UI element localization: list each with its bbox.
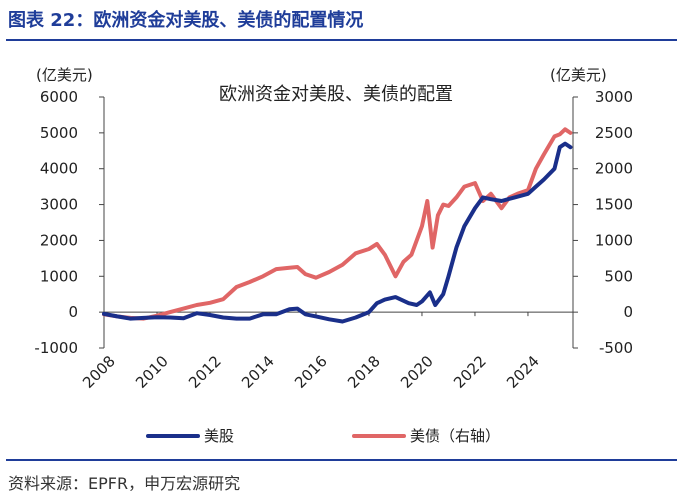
x-tick-label: 2024 [503, 352, 543, 392]
x-tick-label: 2018 [344, 352, 384, 392]
right-tick-label: 0 [623, 303, 633, 321]
left-tick-label: 3000 [40, 196, 78, 214]
left-tick-label: 6000 [40, 88, 78, 106]
left-tick-label: 0 [68, 303, 78, 321]
source-divider [6, 459, 677, 461]
right-tick-label: 1000 [595, 231, 633, 249]
x-tick-label: 2016 [291, 352, 331, 392]
axes: -1000 0 1000 2000 3000 4000 5000 6000 -500 0 500 10… [34, 88, 633, 392]
x-tick-label: 2010 [132, 352, 172, 392]
right-tick-label: 1500 [595, 196, 633, 214]
title-divider [6, 39, 677, 41]
right-tick-label: 500 [604, 267, 633, 285]
series-line-bond [102, 127, 573, 321]
right-tick-label: 3000 [595, 88, 633, 106]
chart-title: 欧洲资金对美股、美债的配置 [219, 84, 453, 105]
left-tick-label: 1000 [40, 267, 78, 285]
source-note: 资料来源：EPFR，申万宏源研究 [8, 474, 241, 493]
right-axis-unit-label: (亿美元) [550, 66, 607, 84]
x-tick-label: 2012 [185, 352, 225, 392]
figure-title: 图表 22：欧洲资金对美股、美债的配置情况 [8, 10, 364, 31]
left-tick-label: 4000 [40, 160, 78, 178]
x-tick-label: 2008 [79, 352, 119, 392]
series-layer [102, 127, 573, 324]
series-line-equity [102, 141, 573, 324]
right-tick-label: 2500 [595, 124, 633, 142]
legend-label: 美债（右轴） [410, 427, 500, 445]
x-tick-label: 2014 [238, 352, 278, 392]
x-tick-label: 2020 [397, 352, 437, 392]
legend: 美股 美债（右轴） [146, 427, 500, 445]
legend-label: 美股 [204, 427, 234, 445]
right-tick-label: -500 [599, 339, 633, 357]
left-axis-unit-label: (亿美元) [36, 66, 93, 84]
right-tick-label: 2000 [595, 160, 633, 178]
left-tick-label: 5000 [40, 124, 78, 142]
left-tick-label: 2000 [40, 231, 78, 249]
left-tick-label: -1000 [34, 339, 78, 357]
x-tick-label: 2022 [450, 352, 490, 392]
